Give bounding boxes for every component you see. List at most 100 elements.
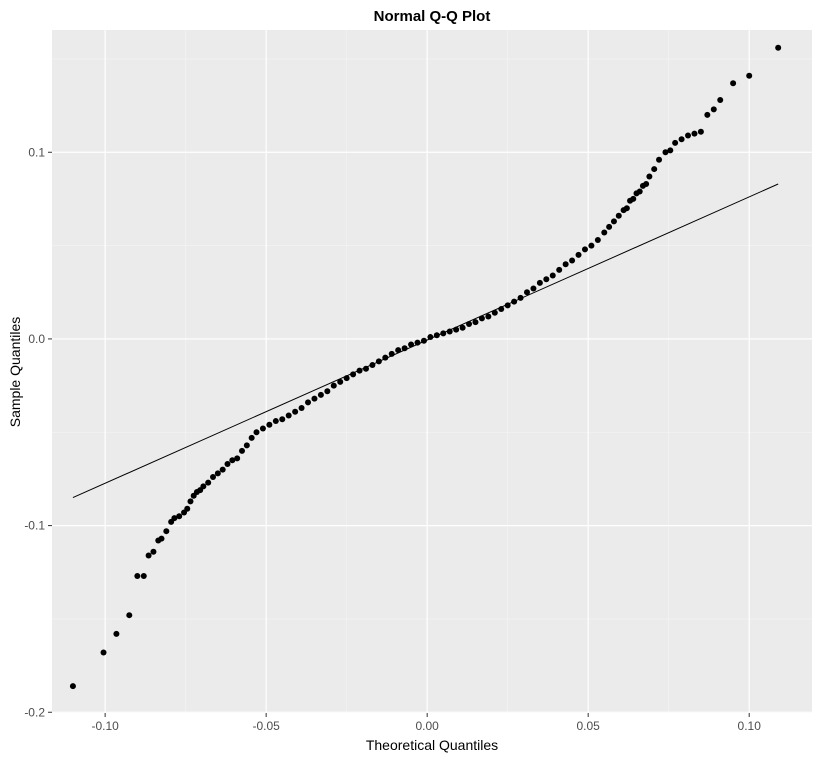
data-point xyxy=(272,418,279,425)
data-point xyxy=(440,330,447,337)
data-point xyxy=(214,470,221,477)
data-point xyxy=(330,382,337,389)
data-point xyxy=(375,358,382,365)
data-point xyxy=(279,416,286,423)
data-point xyxy=(305,399,312,406)
x-tick-label: 0.10 xyxy=(738,719,762,733)
data-point xyxy=(536,279,543,286)
chart-title: Normal Q-Q Plot xyxy=(374,8,491,25)
y-axis-ticks: -0.2 -0.1 0.0 0.1 xyxy=(24,145,52,719)
x-tick-label: -0.10 xyxy=(91,719,119,733)
data-point xyxy=(243,442,250,449)
data-point xyxy=(588,242,595,249)
x-axis-ticks: -0.10 -0.05 0.00 0.05 0.10 xyxy=(91,713,761,733)
data-point xyxy=(401,345,408,352)
data-point xyxy=(775,44,782,51)
data-point xyxy=(472,319,479,326)
data-point xyxy=(504,302,511,309)
data-point xyxy=(414,339,421,346)
data-point xyxy=(524,289,530,296)
x-tick-label: 0.05 xyxy=(577,719,601,733)
data-point xyxy=(187,498,194,505)
data-point xyxy=(453,326,460,333)
data-point xyxy=(651,166,658,173)
data-point xyxy=(343,375,350,382)
data-point xyxy=(530,285,537,292)
data-point xyxy=(219,466,226,473)
data-point xyxy=(623,205,630,212)
data-point xyxy=(259,425,266,432)
data-point xyxy=(427,334,434,341)
data-point xyxy=(69,683,76,690)
x-axis-title: Theoretical Quantiles xyxy=(366,737,498,753)
data-point xyxy=(350,371,357,378)
data-point xyxy=(511,298,518,305)
data-point xyxy=(491,309,498,316)
data-point xyxy=(362,365,369,372)
data-point xyxy=(171,515,178,522)
data-point xyxy=(292,408,299,415)
data-point xyxy=(317,391,324,398)
data-point xyxy=(662,149,669,156)
data-point xyxy=(311,395,318,402)
data-point xyxy=(556,266,563,273)
data-point xyxy=(656,156,663,163)
data-point xyxy=(672,139,679,146)
y-axis-title: Sample Quantiles xyxy=(7,317,23,428)
data-point xyxy=(466,320,473,327)
data-point xyxy=(324,388,331,395)
data-point xyxy=(517,294,524,301)
data-point xyxy=(298,404,305,411)
data-point xyxy=(575,251,582,258)
data-point xyxy=(643,180,650,187)
data-point xyxy=(163,528,170,535)
major-gridlines xyxy=(52,30,812,713)
y-tick-label: -0.2 xyxy=(24,705,45,719)
y-tick-label: -0.1 xyxy=(24,519,45,533)
data-point xyxy=(200,483,207,490)
data-point xyxy=(224,460,231,467)
data-point xyxy=(710,106,717,113)
data-point xyxy=(285,412,292,419)
x-tick-label: -0.05 xyxy=(252,719,280,733)
data-point xyxy=(730,80,737,87)
plot-panel xyxy=(52,30,812,713)
data-point xyxy=(420,337,427,344)
data-point xyxy=(615,212,622,219)
data-point xyxy=(184,505,191,512)
data-point xyxy=(446,328,453,335)
data-point xyxy=(337,378,344,385)
data-point xyxy=(100,649,107,656)
data-point xyxy=(562,261,569,268)
data-point xyxy=(704,111,711,118)
data-point xyxy=(134,572,141,579)
data-points xyxy=(69,44,782,690)
data-point xyxy=(549,272,556,279)
data-point xyxy=(210,474,217,481)
data-point xyxy=(478,315,485,322)
data-point xyxy=(678,136,685,143)
data-point xyxy=(145,552,152,559)
data-point xyxy=(140,572,147,579)
data-point xyxy=(746,72,753,79)
data-point xyxy=(594,236,601,243)
data-point xyxy=(229,457,236,464)
data-point xyxy=(158,535,165,542)
data-point xyxy=(610,218,617,225)
data-point xyxy=(581,246,588,253)
data-point xyxy=(176,513,183,520)
data-point xyxy=(459,324,466,331)
data-point xyxy=(388,350,395,357)
data-point xyxy=(408,341,415,348)
data-point xyxy=(205,479,212,486)
y-tick-label: 0.0 xyxy=(28,332,45,346)
data-point xyxy=(630,195,637,202)
data-point xyxy=(433,332,440,339)
data-point xyxy=(498,306,505,313)
data-point xyxy=(646,173,653,180)
data-point xyxy=(113,630,120,637)
data-point xyxy=(239,447,245,454)
data-point xyxy=(636,188,643,195)
